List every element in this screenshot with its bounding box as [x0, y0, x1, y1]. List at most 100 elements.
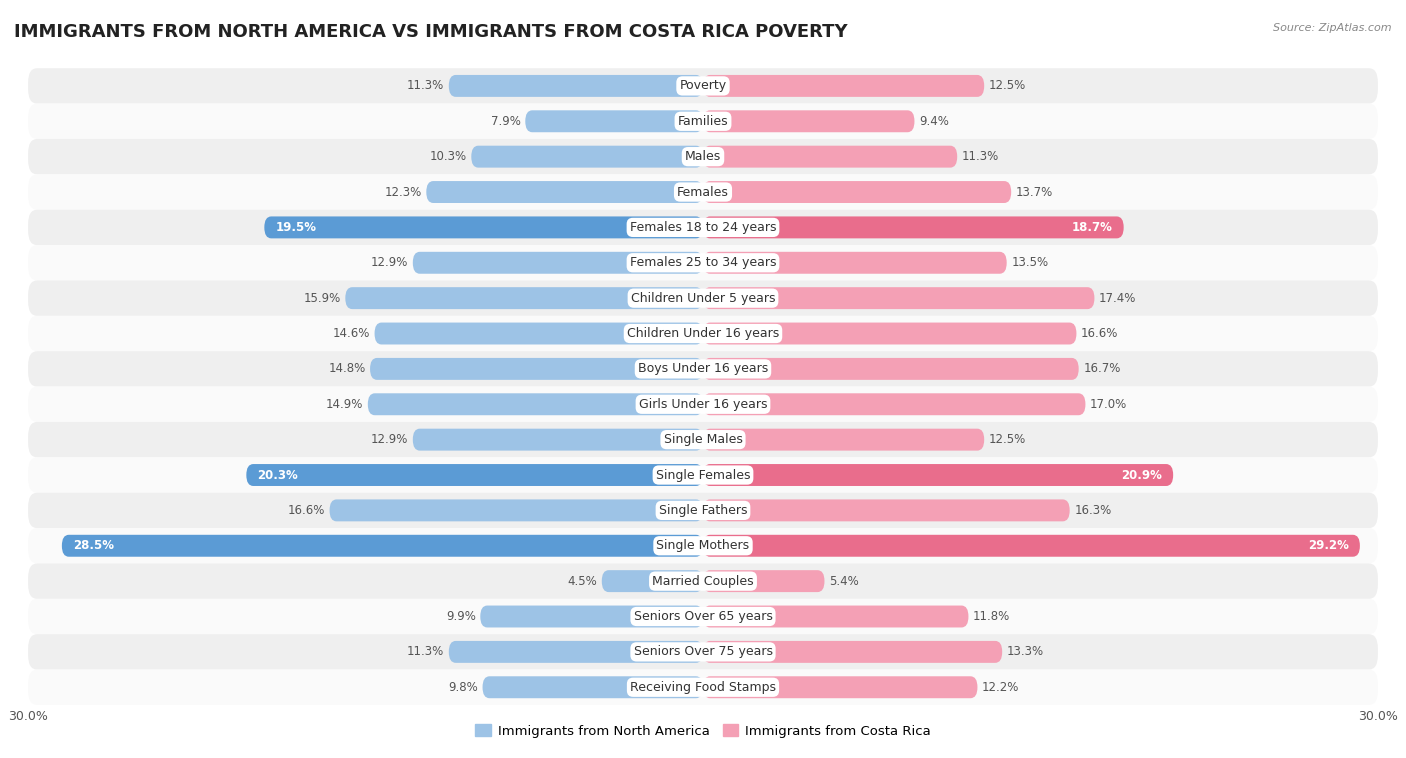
FancyBboxPatch shape [28, 316, 1378, 351]
FancyBboxPatch shape [703, 676, 977, 698]
FancyBboxPatch shape [368, 393, 703, 415]
FancyBboxPatch shape [703, 429, 984, 450]
FancyBboxPatch shape [703, 146, 957, 168]
Text: 11.8%: 11.8% [973, 610, 1010, 623]
Text: 20.9%: 20.9% [1121, 468, 1161, 481]
Text: 5.4%: 5.4% [830, 575, 859, 587]
FancyBboxPatch shape [28, 669, 1378, 705]
FancyBboxPatch shape [28, 280, 1378, 316]
FancyBboxPatch shape [28, 139, 1378, 174]
Text: 12.5%: 12.5% [988, 80, 1026, 92]
Text: Seniors Over 75 years: Seniors Over 75 years [634, 645, 772, 659]
FancyBboxPatch shape [481, 606, 703, 628]
FancyBboxPatch shape [28, 563, 1378, 599]
FancyBboxPatch shape [413, 252, 703, 274]
FancyBboxPatch shape [703, 287, 1094, 309]
Text: Girls Under 16 years: Girls Under 16 years [638, 398, 768, 411]
Text: 17.4%: 17.4% [1099, 292, 1136, 305]
FancyBboxPatch shape [449, 75, 703, 97]
Text: 14.8%: 14.8% [329, 362, 366, 375]
FancyBboxPatch shape [449, 641, 703, 662]
Text: 4.5%: 4.5% [568, 575, 598, 587]
FancyBboxPatch shape [703, 500, 1070, 522]
Legend: Immigrants from North America, Immigrants from Costa Rica: Immigrants from North America, Immigrant… [470, 719, 936, 743]
FancyBboxPatch shape [374, 323, 703, 344]
Text: 28.5%: 28.5% [73, 539, 114, 553]
FancyBboxPatch shape [703, 181, 1011, 203]
Text: Seniors Over 65 years: Seniors Over 65 years [634, 610, 772, 623]
FancyBboxPatch shape [602, 570, 703, 592]
Text: 11.3%: 11.3% [408, 645, 444, 659]
Text: Poverty: Poverty [679, 80, 727, 92]
FancyBboxPatch shape [703, 252, 1007, 274]
Text: 29.2%: 29.2% [1308, 539, 1348, 553]
FancyBboxPatch shape [526, 111, 703, 132]
Text: 12.9%: 12.9% [371, 256, 408, 269]
FancyBboxPatch shape [703, 606, 969, 628]
FancyBboxPatch shape [28, 599, 1378, 634]
Text: 12.5%: 12.5% [988, 433, 1026, 446]
FancyBboxPatch shape [703, 393, 1085, 415]
Text: Children Under 5 years: Children Under 5 years [631, 292, 775, 305]
FancyBboxPatch shape [703, 75, 984, 97]
Text: 10.3%: 10.3% [430, 150, 467, 163]
Text: 9.9%: 9.9% [446, 610, 475, 623]
Text: Receiving Food Stamps: Receiving Food Stamps [630, 681, 776, 694]
Text: 11.3%: 11.3% [408, 80, 444, 92]
Text: 15.9%: 15.9% [304, 292, 340, 305]
FancyBboxPatch shape [246, 464, 703, 486]
Text: Married Couples: Married Couples [652, 575, 754, 587]
FancyBboxPatch shape [703, 217, 1123, 238]
FancyBboxPatch shape [703, 464, 1173, 486]
Text: Single Mothers: Single Mothers [657, 539, 749, 553]
Text: Males: Males [685, 150, 721, 163]
Text: 19.5%: 19.5% [276, 221, 316, 234]
FancyBboxPatch shape [413, 429, 703, 450]
Text: 13.3%: 13.3% [1007, 645, 1043, 659]
Text: Source: ZipAtlas.com: Source: ZipAtlas.com [1274, 23, 1392, 33]
Text: 16.7%: 16.7% [1083, 362, 1121, 375]
Text: 12.9%: 12.9% [371, 433, 408, 446]
FancyBboxPatch shape [703, 323, 1077, 344]
FancyBboxPatch shape [28, 245, 1378, 280]
FancyBboxPatch shape [346, 287, 703, 309]
Text: Single Fathers: Single Fathers [659, 504, 747, 517]
Text: 13.5%: 13.5% [1011, 256, 1049, 269]
FancyBboxPatch shape [28, 387, 1378, 422]
FancyBboxPatch shape [28, 210, 1378, 245]
FancyBboxPatch shape [28, 457, 1378, 493]
Text: Families: Families [678, 114, 728, 128]
FancyBboxPatch shape [28, 351, 1378, 387]
Text: 7.9%: 7.9% [491, 114, 520, 128]
Text: 11.3%: 11.3% [962, 150, 998, 163]
FancyBboxPatch shape [370, 358, 703, 380]
Text: Single Males: Single Males [664, 433, 742, 446]
FancyBboxPatch shape [28, 68, 1378, 104]
FancyBboxPatch shape [264, 217, 703, 238]
Text: 20.3%: 20.3% [257, 468, 298, 481]
FancyBboxPatch shape [28, 634, 1378, 669]
FancyBboxPatch shape [703, 535, 1360, 556]
FancyBboxPatch shape [28, 493, 1378, 528]
Text: Boys Under 16 years: Boys Under 16 years [638, 362, 768, 375]
FancyBboxPatch shape [482, 676, 703, 698]
FancyBboxPatch shape [28, 528, 1378, 563]
Text: 14.9%: 14.9% [326, 398, 363, 411]
FancyBboxPatch shape [62, 535, 703, 556]
Text: 12.3%: 12.3% [385, 186, 422, 199]
FancyBboxPatch shape [703, 358, 1078, 380]
FancyBboxPatch shape [471, 146, 703, 168]
Text: 18.7%: 18.7% [1071, 221, 1112, 234]
FancyBboxPatch shape [426, 181, 703, 203]
Text: 14.6%: 14.6% [333, 327, 370, 340]
FancyBboxPatch shape [703, 570, 824, 592]
FancyBboxPatch shape [28, 174, 1378, 210]
Text: 16.6%: 16.6% [288, 504, 325, 517]
Text: Females 25 to 34 years: Females 25 to 34 years [630, 256, 776, 269]
Text: 13.7%: 13.7% [1015, 186, 1053, 199]
FancyBboxPatch shape [28, 104, 1378, 139]
FancyBboxPatch shape [28, 422, 1378, 457]
Text: Children Under 16 years: Children Under 16 years [627, 327, 779, 340]
FancyBboxPatch shape [329, 500, 703, 522]
Text: 16.6%: 16.6% [1081, 327, 1118, 340]
